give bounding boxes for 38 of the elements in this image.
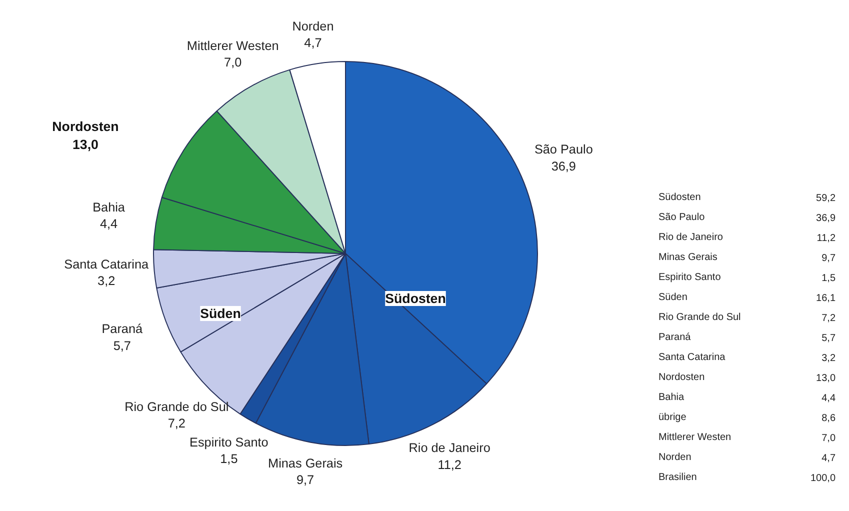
slice-label: Santa Catarina xyxy=(64,257,150,272)
data-label: 1,5 xyxy=(220,452,238,466)
text: Brasilien 100,0 xyxy=(658,472,836,484)
data-label: 36,9 xyxy=(551,159,576,174)
text: Süden xyxy=(200,306,241,321)
text: Bahia 4,4 xyxy=(658,392,836,404)
data-label: 9,7 xyxy=(296,473,314,488)
slice-label: São Paulo xyxy=(534,142,593,157)
data-label: 4,4 xyxy=(100,217,118,232)
slice-label: Bahia xyxy=(92,200,126,214)
slice-label: Espirito Santo xyxy=(190,435,268,450)
slice-label: Mittlerer Westen xyxy=(186,38,279,53)
text: Südosten xyxy=(385,291,446,306)
text: übrige 8,6 xyxy=(658,412,836,424)
slice-label: Minas Gerais xyxy=(268,456,343,470)
text: Espirito Santo 1,5 xyxy=(658,272,836,284)
text: Nordosten 13,0 xyxy=(658,372,836,384)
data-label: 7,0 xyxy=(224,56,242,70)
slice-label: Rio de Janeiro xyxy=(408,441,490,456)
slice-label: Paraná xyxy=(102,322,144,336)
data-label: 5,7 xyxy=(113,338,131,353)
slice-label: Rio Grande do Sul xyxy=(124,400,229,414)
data-label: 4,7 xyxy=(304,36,322,50)
text: Rio de Janeiro 11,2 xyxy=(658,232,836,244)
text: Süden 16,1 xyxy=(658,292,836,304)
text: São Paulo 36,9 xyxy=(658,212,836,224)
data-label: 3,2 xyxy=(98,274,116,288)
slice-label: Norden xyxy=(292,19,334,34)
text: Santa Catarina 3,2 xyxy=(658,352,836,364)
text: Norden 4,7 xyxy=(658,452,836,464)
text: Mittlerer Westen 7,0 xyxy=(658,432,836,444)
text: Paraná 5,7 xyxy=(658,332,836,344)
text: Rio Grande do Sul 7,2 xyxy=(658,312,836,324)
text: Nordosten 13,0 xyxy=(52,119,119,152)
text: Südosten 59,2 xyxy=(658,192,836,204)
data-label: 11,2 xyxy=(438,458,462,472)
text: Minas Gerais 9,7 xyxy=(658,252,836,264)
data-label: 7,2 xyxy=(168,416,186,431)
